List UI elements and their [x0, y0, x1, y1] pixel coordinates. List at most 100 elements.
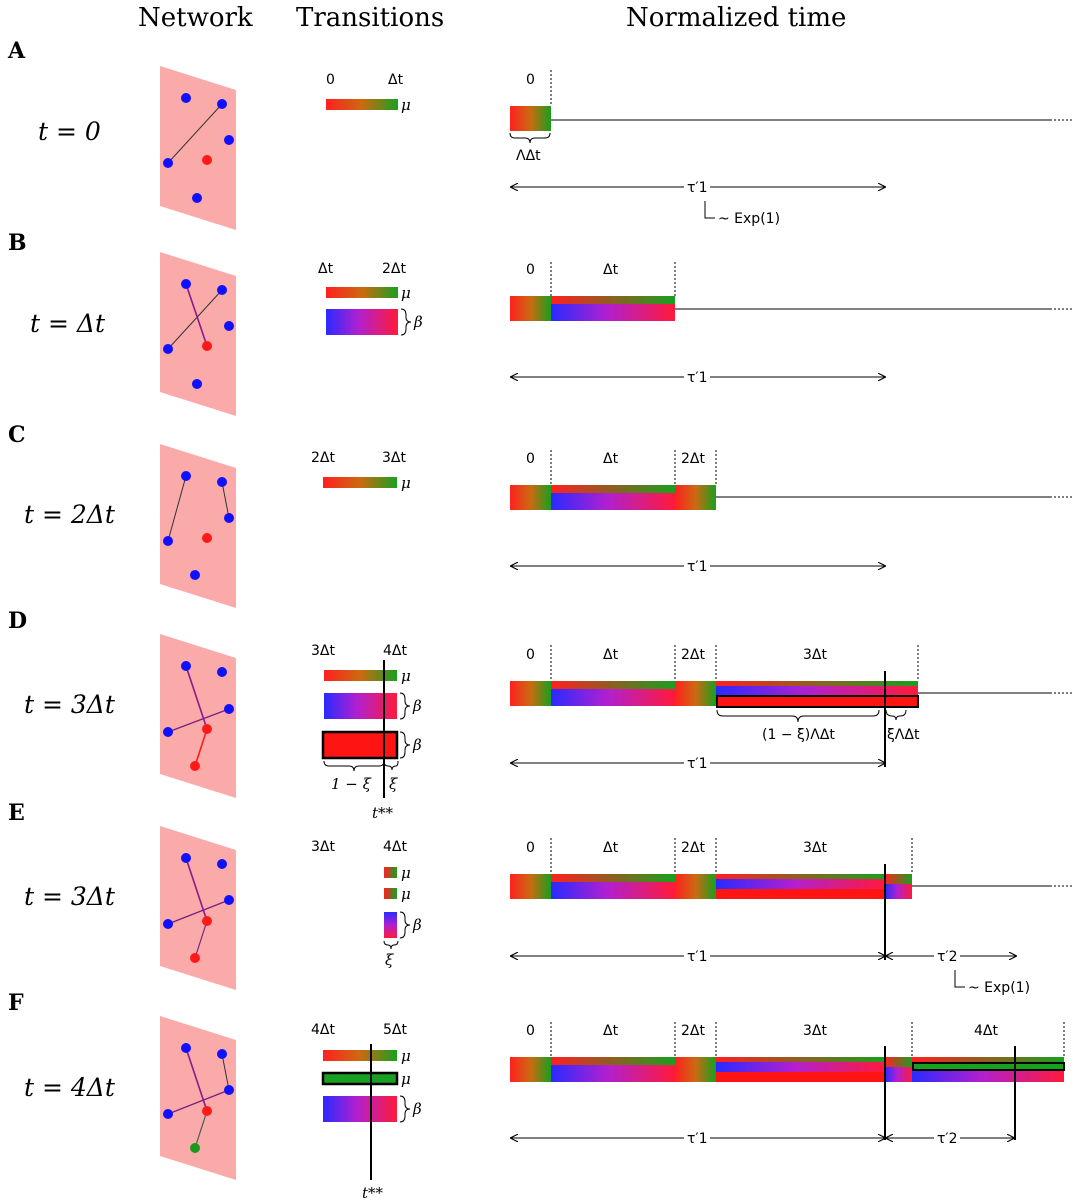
tau1-box	[684, 944, 710, 968]
panel-label-b: B	[8, 230, 27, 256]
network-plane	[160, 252, 236, 416]
xi-label: ξ	[385, 951, 394, 969]
infected-node	[202, 533, 212, 543]
beta-symbol: β	[412, 736, 422, 754]
trans-tick-start: Δt	[318, 261, 334, 277]
time-label-f: t = 4Δt	[24, 1073, 116, 1102]
time-tick-1: Δt	[603, 262, 619, 278]
tau1-label: τ′1	[687, 949, 708, 965]
panel-label-f: F	[8, 990, 24, 1016]
network-link	[167, 289, 223, 350]
beta-brace	[399, 911, 411, 939]
rate-block-beta	[551, 689, 675, 706]
time-label-d: t = 3Δt	[24, 690, 116, 719]
susceptible-node	[163, 919, 173, 929]
row-d: D t = 3Δt 3Δt 4Δt μ β β	[8, 608, 1072, 822]
rate-block-mu	[716, 681, 918, 686]
tau1-label: τ′1	[687, 1131, 708, 1147]
tau1-label: τ′1	[687, 559, 708, 575]
rate-block-beta	[551, 304, 675, 321]
timeline-d: 0 Δt 2Δt 3Δt (1 − ξ)ΛΔt ξΛΔt τ′1	[510, 645, 1072, 775]
rate-block-selected	[716, 695, 919, 708]
susceptible-node	[224, 321, 234, 331]
rate-block-mu	[510, 485, 551, 510]
beta-brace	[399, 731, 411, 759]
time-tick-3: 3Δt	[803, 840, 827, 856]
time-tick-2: 2Δt	[681, 647, 705, 663]
rate-block-beta	[885, 1067, 912, 1082]
rate-block-mu	[510, 874, 551, 899]
beta-brace	[399, 1095, 411, 1123]
network-c	[160, 444, 236, 608]
block-brace	[509, 132, 551, 144]
mu-transition-bar	[384, 888, 397, 899]
infection-link	[185, 283, 208, 347]
tau1-label: τ′1	[687, 180, 708, 196]
susceptible-node	[163, 158, 173, 168]
trans-tick-start: 3Δt	[311, 643, 335, 659]
panel-label-d: D	[8, 608, 27, 634]
time-tick-0: 0	[526, 262, 535, 278]
rate-block-beta	[551, 1065, 675, 1082]
network-d	[160, 634, 236, 798]
network-plane	[160, 444, 236, 608]
mu-symbol: μ	[401, 885, 411, 903]
rate-block-beta	[912, 1071, 1064, 1082]
xi-brace-right	[383, 760, 399, 771]
time-tick-0: 0	[526, 451, 535, 467]
rate-block-mu	[551, 485, 675, 493]
tau1-box	[684, 751, 710, 775]
susceptible-node	[181, 853, 191, 863]
trans-tick-start: 2Δt	[311, 450, 335, 466]
time-tick-4: 4Δt	[974, 1023, 998, 1039]
recovered-node	[190, 1143, 200, 1153]
timeline-a: 0 ΛΔt τ′1 ~ Exp(1)	[509, 70, 1072, 227]
network-plane	[160, 826, 236, 990]
network-link	[221, 481, 230, 519]
infected-node	[202, 1106, 212, 1116]
infection-link	[185, 857, 208, 922]
beta-transition-bar	[326, 309, 398, 335]
susceptible-node	[224, 1085, 234, 1095]
transitions-c: 2Δt 3Δt μ	[311, 450, 411, 492]
beta-transition-bar	[384, 912, 397, 938]
row-a: A t = 0 0 Δt μ 0 ΛΔt τ′	[7, 38, 1072, 230]
network-b	[160, 252, 236, 416]
time-tick-1: Δt	[603, 451, 619, 467]
beta-transition-bar	[324, 693, 397, 719]
infected-node	[202, 155, 212, 165]
xi-brace	[383, 940, 399, 950]
network-link	[194, 1110, 208, 1149]
tau2-box	[934, 944, 960, 968]
time-tick-2: 2Δt	[681, 1023, 705, 1039]
tau1-box	[684, 175, 710, 199]
rate-block-mu	[551, 1057, 675, 1065]
exp-pointer	[954, 970, 965, 988]
exp-pointer	[704, 201, 715, 219]
trans-tick-start: 0	[326, 72, 335, 88]
tau1-label: τ′1	[687, 370, 708, 386]
susceptible-node	[163, 727, 173, 737]
rate-block-beta	[716, 1062, 885, 1072]
susceptible-node	[181, 279, 191, 289]
susceptible-node	[163, 536, 173, 546]
mu-transition-bar	[326, 287, 398, 298]
brace-xi-label: ξΛΔt	[887, 727, 920, 743]
panel-label-e: E	[8, 800, 25, 826]
exp-label: ~ Exp(1)	[718, 211, 780, 227]
trans-tick-end: 4Δt	[383, 839, 407, 855]
beta-brace	[399, 692, 411, 720]
beta-symbol: β	[412, 1100, 422, 1118]
susceptible-node	[163, 1109, 173, 1119]
brace-one-minus-xi-label: (1 − ξ)ΛΔt	[762, 727, 835, 743]
tau2-label: τ′2	[937, 1131, 958, 1147]
time-tick-1: Δt	[603, 1023, 619, 1039]
susceptible-node	[217, 285, 227, 295]
infection-link	[185, 1047, 208, 1112]
trans-tick-end: Δt	[388, 72, 404, 88]
susceptible-node	[181, 661, 191, 671]
rate-block-mu	[675, 1057, 716, 1082]
tstar-label: t**	[362, 1184, 384, 1202]
tau2-box	[934, 1126, 960, 1150]
tau1-box	[684, 365, 710, 389]
